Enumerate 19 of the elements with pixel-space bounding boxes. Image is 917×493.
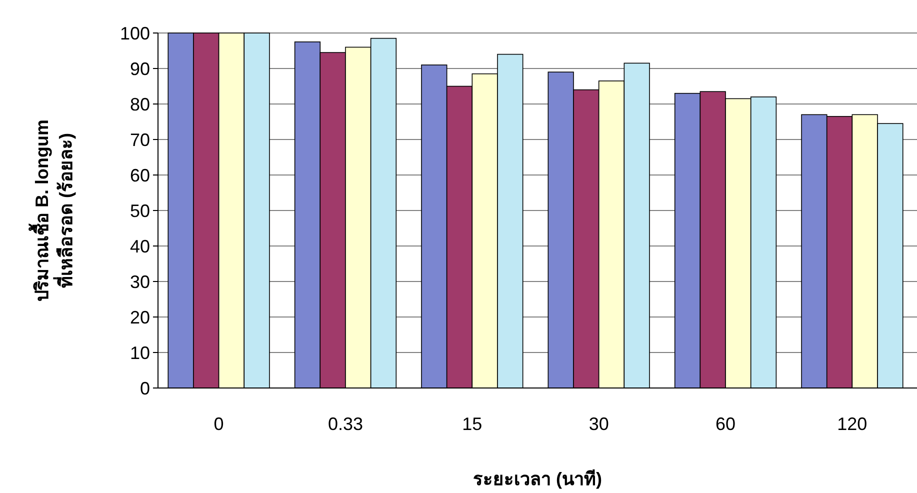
y-tick-label: 70 <box>130 130 150 150</box>
y-tick-label: 90 <box>130 58 150 79</box>
y-axis-title: ปริมาณเชื้อ B. longum ที่เหลือรอด (ร้อยละ) <box>28 120 76 302</box>
x-tick-label: 120 <box>837 414 868 434</box>
y-tick-label: 50 <box>130 200 150 221</box>
y-tick-label: 10 <box>130 342 150 363</box>
y-tick-label: 60 <box>130 165 150 186</box>
x-tick-label: 0 <box>214 414 224 434</box>
y-tick-label: 30 <box>130 272 150 292</box>
x-tick-label: 15 <box>462 414 482 434</box>
x-axis-title: ระยะเวลา (นาที) <box>473 469 602 489</box>
y-tick-label: 100 <box>120 23 150 44</box>
y-tick-label: 80 <box>130 94 150 114</box>
y-tick-label: 20 <box>130 307 150 328</box>
y-tick-label: 0 <box>140 378 150 398</box>
x-tick-label: 60 <box>716 414 736 434</box>
x-tick-label: 0.33 <box>328 414 364 434</box>
y-tick-label: 40 <box>130 236 150 256</box>
x-tick-label: 30 <box>588 414 609 434</box>
